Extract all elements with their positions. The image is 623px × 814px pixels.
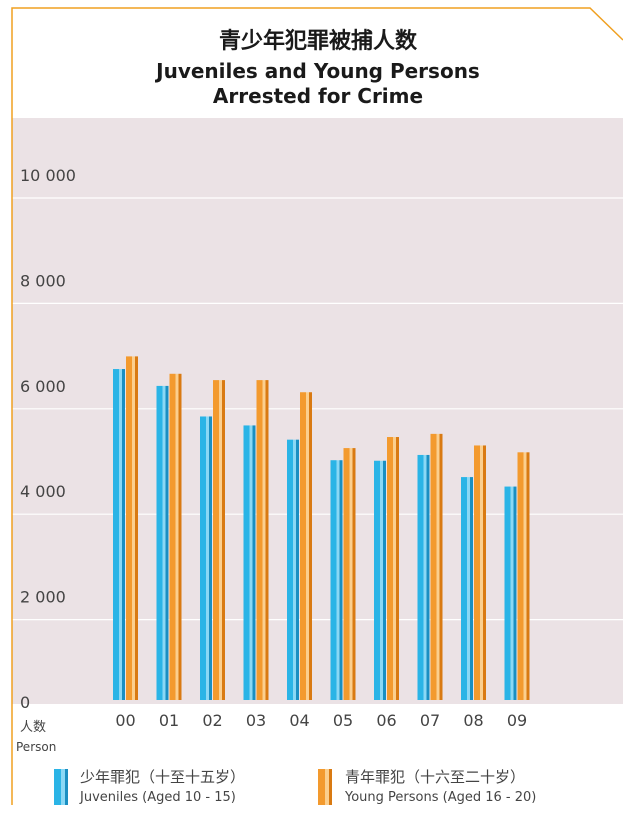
legend-label-juveniles-zh: 少年罪犯（十至十五岁） (80, 768, 245, 786)
bar-young-persons-02 (213, 380, 225, 700)
legend-label-young-persons-zh: 青年罪犯（十六至二十岁） (345, 768, 525, 786)
bar-young-persons-03 (256, 380, 269, 700)
plot-area (12, 118, 623, 704)
bar-young-persons-07 (430, 433, 443, 700)
y-tick-label: 2 000 (20, 588, 66, 607)
bar-young-persons-04 (300, 392, 312, 700)
x-tick-label-04: 04 (289, 711, 309, 730)
bar-juveniles-06 (374, 460, 386, 700)
y-unit-label-zh: 人数 (20, 720, 46, 735)
y-unit-label-en: Person (16, 740, 56, 754)
bar-young-persons-06 (387, 437, 399, 700)
x-tick-label-08: 08 (463, 711, 483, 730)
y-tick-label: 4 000 (20, 482, 66, 501)
bar-juveniles-08 (461, 477, 473, 700)
bar-young-persons-05 (343, 448, 356, 700)
bar-juveniles-04 (287, 439, 299, 700)
chart-title-en-line1: Juveniles and Young Persons (154, 59, 480, 83)
x-tick-label-06: 06 (376, 711, 396, 730)
x-tick-label-03: 03 (246, 711, 266, 730)
x-axis-ticks: 00 01 02 03 04 05 06 07 08 09 (115, 711, 527, 730)
bar-young-persons-00 (126, 356, 138, 700)
bars (113, 356, 530, 700)
y-tick-label: 0 (20, 693, 30, 712)
chart-title-en-line2: Arrested for Crime (213, 84, 423, 108)
bar-juveniles-03 (243, 425, 256, 700)
y-tick-label: 8 000 (20, 271, 66, 290)
chart-frame (11, 7, 623, 805)
bar-juveniles-05 (330, 460, 343, 700)
legend-label-young-persons-en: Young Persons (Aged 16 - 20) (344, 790, 536, 805)
bar-juveniles-07 (417, 454, 430, 700)
y-tick-label: 6 000 (20, 377, 66, 396)
x-tick-label-07: 07 (420, 711, 440, 730)
bar-young-persons-01 (169, 373, 182, 700)
legend-swatch-juveniles (54, 769, 68, 805)
x-tick-label-09: 09 (507, 711, 527, 730)
legend-label-juveniles-en: Juveniles (Aged 10 - 15) (79, 790, 236, 805)
legend: 少年罪犯（十至十五岁） Juveniles (Aged 10 - 15) 青年罪… (54, 768, 536, 805)
bar-young-persons-09 (517, 452, 530, 700)
y-tick-label: 10 000 (20, 166, 76, 185)
bar-young-persons-08 (474, 445, 486, 700)
x-tick-label-01: 01 (159, 711, 179, 730)
legend-swatch-young-persons (318, 769, 332, 805)
x-tick-label-00: 00 (115, 711, 135, 730)
bar-juveniles-09 (504, 486, 517, 700)
bar-juveniles-01 (156, 385, 169, 700)
bar-juveniles-02 (200, 416, 212, 700)
bar-juveniles-00 (113, 369, 125, 700)
chart-title-zh: 青少年犯罪被捕人数 (219, 28, 418, 54)
y-axis-ticks: 0 2 000 4 000 6 000 8 000 10 000 (20, 166, 76, 712)
x-tick-label-05: 05 (333, 711, 353, 730)
x-tick-label-02: 02 (202, 711, 222, 730)
